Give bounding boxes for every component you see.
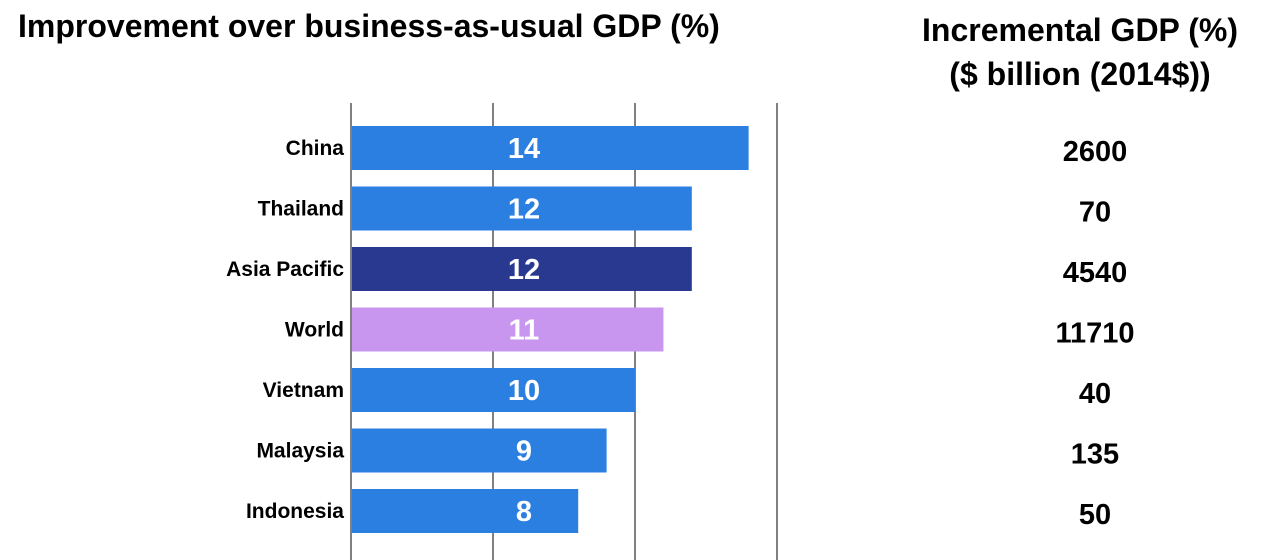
category-label: Indonesia xyxy=(246,500,344,523)
incremental-gdp-value: 11710 xyxy=(1055,318,1134,350)
bar-value-label: 12 xyxy=(508,194,540,226)
incremental-gdp-value: 2600 xyxy=(1063,136,1128,168)
category-label: Malaysia xyxy=(256,440,344,463)
chart-title-right: Incremental GDP (%) ($ billion (2014$)) xyxy=(880,8,1277,96)
bar xyxy=(352,368,635,412)
bar-value-label: 14 xyxy=(508,133,540,165)
incremental-gdp-value: 4540 xyxy=(1063,257,1128,289)
category-label: China xyxy=(286,137,345,160)
bar-value-label: 9 xyxy=(516,436,532,468)
bar xyxy=(352,186,692,231)
bar xyxy=(352,247,692,291)
incremental-gdp-value: 70 xyxy=(1079,197,1111,229)
category-label: Thailand xyxy=(258,198,344,221)
bar-value-label: 10 xyxy=(508,375,540,407)
bar-value-label: 12 xyxy=(508,254,540,286)
chart-title-right-line2: ($ billion (2014$)) xyxy=(949,56,1211,92)
bar xyxy=(352,428,607,473)
bar-value-label: 8 xyxy=(516,496,532,528)
bar-value-label: 11 xyxy=(509,315,540,347)
incremental-gdp-value: 50 xyxy=(1079,499,1111,531)
bar xyxy=(352,489,579,533)
chart-title-left: Improvement over business-as-usual GDP (… xyxy=(18,8,720,44)
chart-title-right-line1: Incremental GDP (%) xyxy=(922,12,1238,48)
incremental-gdp-value: 40 xyxy=(1079,378,1111,410)
category-label: Vietnam xyxy=(263,379,344,402)
incremental-gdp-value: 135 xyxy=(1071,439,1119,471)
bar xyxy=(352,126,749,170)
category-label: Asia Pacific xyxy=(226,258,344,281)
bar xyxy=(352,307,664,352)
category-label: World xyxy=(285,319,344,342)
